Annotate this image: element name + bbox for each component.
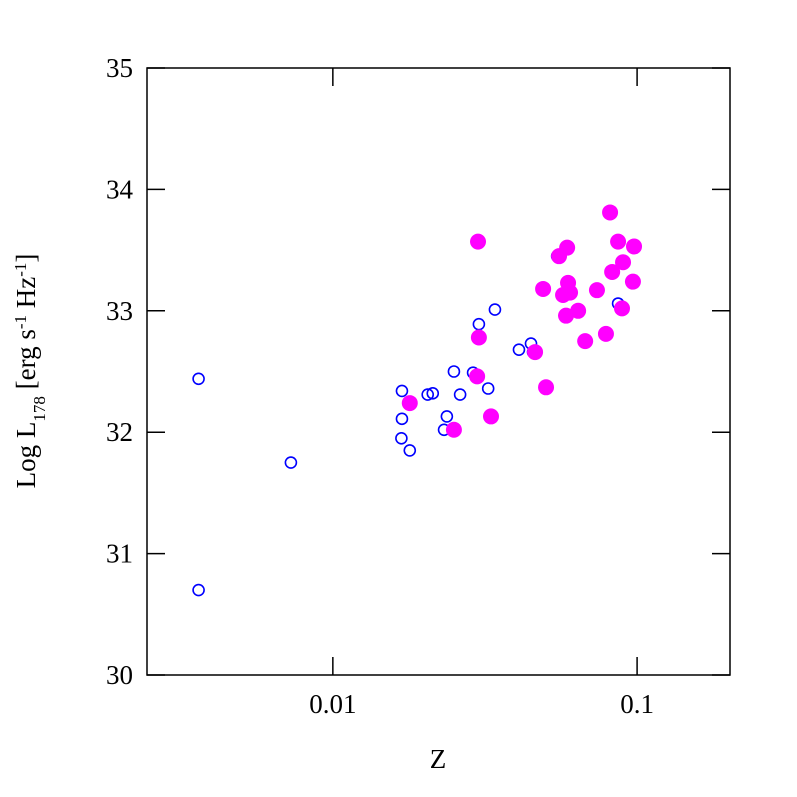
point — [512, 343, 526, 356]
y-axis-label-part: Hz — [11, 277, 41, 315]
point — [624, 273, 641, 290]
point — [558, 307, 575, 324]
point — [562, 284, 579, 301]
point — [421, 388, 434, 401]
point — [284, 456, 298, 469]
point — [470, 233, 487, 250]
point — [401, 395, 418, 412]
y-axis-label: Log L178 [erg s-1 Hz-1] — [11, 254, 49, 489]
point — [488, 303, 502, 316]
plot-frame — [146, 67, 731, 676]
point — [602, 204, 619, 221]
point — [403, 444, 417, 457]
point — [445, 421, 462, 438]
point — [626, 238, 643, 255]
y-axis-label-part: ] — [11, 254, 41, 263]
point — [597, 325, 614, 342]
point — [192, 583, 205, 597]
y-tick-label: 32 — [106, 417, 133, 447]
point — [535, 280, 552, 297]
point — [470, 329, 487, 346]
point — [481, 382, 495, 395]
point — [604, 263, 621, 280]
x-tick-label: 0.01 — [309, 689, 356, 719]
point — [447, 365, 461, 378]
y-tick-label: 34 — [106, 174, 134, 204]
y-axis-label-part: -1 — [11, 315, 30, 329]
point — [577, 333, 594, 350]
point — [588, 282, 605, 299]
y-tick-label: 33 — [106, 296, 133, 326]
x-axis-label: Z — [430, 744, 447, 774]
x-tick-label: 0.1 — [620, 689, 654, 719]
point — [610, 233, 627, 250]
point — [426, 387, 440, 400]
point — [395, 384, 409, 398]
point — [192, 372, 205, 386]
point — [440, 410, 454, 423]
point — [472, 317, 486, 331]
y-axis-label-part: Log L — [11, 422, 41, 489]
point — [453, 388, 467, 401]
point — [469, 368, 486, 385]
point — [570, 302, 587, 319]
y-tick-label: 31 — [106, 539, 133, 569]
y-tick-label: 30 — [106, 660, 133, 690]
point — [615, 254, 632, 271]
y-axis-label-part: [erg s — [11, 329, 41, 396]
point — [613, 300, 630, 317]
point — [395, 412, 409, 426]
point — [483, 408, 500, 425]
point — [538, 379, 555, 396]
point — [395, 431, 408, 445]
point — [527, 344, 544, 361]
y-tick-label: 35 — [106, 53, 133, 83]
point — [559, 239, 576, 256]
y-axis-label-part: -1 — [11, 263, 30, 277]
y-axis-label-part: 178 — [30, 396, 49, 422]
